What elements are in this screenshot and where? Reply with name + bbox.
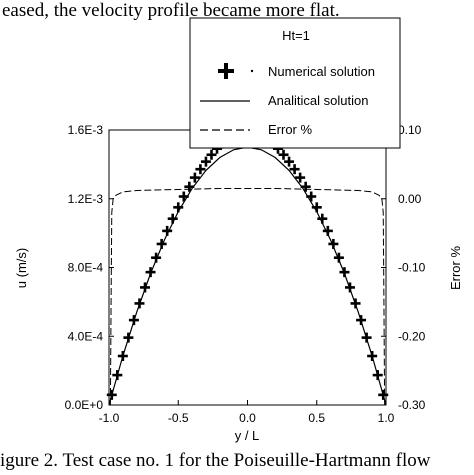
legend-label-numerical: Numerical solution xyxy=(268,64,375,79)
numerical-point xyxy=(156,238,167,249)
numerical-point xyxy=(306,191,317,202)
y-tick-label: 8.0E-4 xyxy=(68,261,104,275)
x-tick-label: 0.0 xyxy=(239,411,256,425)
numerical-point xyxy=(167,213,178,224)
numerical-point xyxy=(206,149,217,160)
y-axis-label: u (m/s) xyxy=(14,248,29,288)
numerical-point xyxy=(344,282,355,293)
numerical-point xyxy=(195,164,206,175)
legend: Ht=1 Numerical solution Analitical solut… xyxy=(189,17,401,149)
numerical-point xyxy=(278,149,289,160)
y2-axis-label: Error % xyxy=(448,246,463,291)
numerical-point xyxy=(178,191,189,202)
numerical-point xyxy=(295,172,306,183)
numerical-point xyxy=(289,164,300,175)
y2-axis-ticks: -0.30 -0.20 -0.10 0.00 0.10 xyxy=(381,123,426,412)
numerical-point xyxy=(189,172,200,183)
x-tick-label: 0.5 xyxy=(308,411,325,425)
y-tick-label: 1.2E-3 xyxy=(68,192,104,206)
series-layer xyxy=(106,125,389,406)
numerical-point xyxy=(145,267,156,278)
numerical-point xyxy=(317,213,328,224)
numerical-point xyxy=(140,282,151,293)
numerical-point xyxy=(134,298,145,309)
x-axis-ticks: -1.0 -0.5 0.0 0.5 1.0 xyxy=(99,400,395,425)
numerical-point xyxy=(350,298,361,309)
numerical-point xyxy=(200,156,211,167)
numerical-point xyxy=(372,370,383,381)
numerical-point xyxy=(123,332,134,343)
legend-label-error: Error % xyxy=(268,122,313,137)
x-axis-label: y / L xyxy=(235,428,260,443)
y2-tick-label: 0.10 xyxy=(398,123,422,137)
y2-tick-label: 0.00 xyxy=(398,192,422,206)
series-line-error xyxy=(109,187,386,406)
y-axis-ticks: 0.0E+0 4.0E-4 8.0E-4 1.2E-3 1.6E-3 xyxy=(65,123,114,412)
numerical-point xyxy=(311,202,322,213)
numerical-point xyxy=(339,267,350,278)
figure-caption: igure 2. Test case no. 1 for the Poiseui… xyxy=(0,450,431,471)
legend-label-analytical: Analitical solution xyxy=(268,93,368,108)
y2-tick-label: -0.30 xyxy=(398,398,426,412)
numerical-point xyxy=(106,389,117,400)
x-tick-label: -0.5 xyxy=(168,411,189,425)
y2-tick-label: -0.10 xyxy=(398,261,426,275)
numerical-point xyxy=(284,156,295,167)
numerical-point xyxy=(333,252,344,263)
numerical-point xyxy=(356,315,367,326)
numerical-point xyxy=(361,332,372,343)
numerical-point xyxy=(117,351,128,362)
numerical-point xyxy=(322,225,333,236)
numerical-point xyxy=(128,315,139,326)
header-text: eased, the velocity profile became more … xyxy=(2,0,340,21)
numerical-point xyxy=(300,181,311,192)
y-tick-label: 1.6E-3 xyxy=(68,123,104,137)
y2-tick-label: -0.20 xyxy=(398,329,426,343)
legend-title: Ht=1 xyxy=(282,28,310,43)
numerical-point xyxy=(151,252,162,263)
y-tick-label: 0.0E+0 xyxy=(65,398,104,412)
x-tick-label: 1.0 xyxy=(378,411,395,425)
numerical-point xyxy=(162,225,173,236)
numerical-point xyxy=(328,238,339,249)
numerical-point xyxy=(184,181,195,192)
legend-box xyxy=(189,17,401,149)
numerical-point xyxy=(378,389,389,400)
numerical-point xyxy=(367,351,378,362)
numerical-point xyxy=(173,202,184,213)
legend-marker-numerical xyxy=(218,63,254,79)
y-tick-label: 4.0E-4 xyxy=(68,329,104,343)
numerical-point xyxy=(112,370,123,381)
x-tick-label: -1.0 xyxy=(99,411,120,425)
